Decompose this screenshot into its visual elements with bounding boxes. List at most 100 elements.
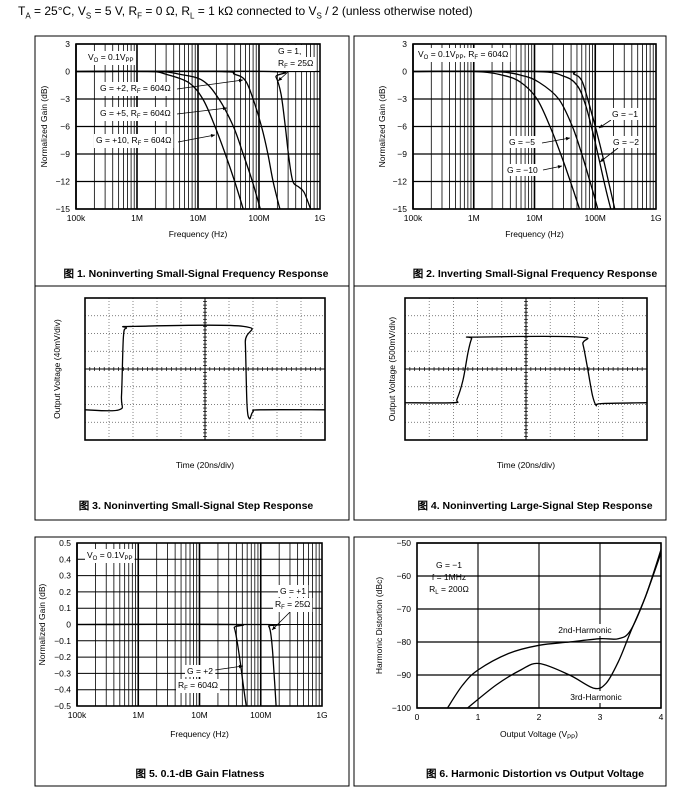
- y-tick-label: −3: [60, 94, 70, 104]
- y-tick-label: −12: [56, 177, 71, 187]
- y-tick-label: 0: [402, 67, 407, 77]
- x-axis-label: Output Voltage (VPP​): [500, 729, 578, 741]
- y-tick-label: −60: [397, 571, 412, 581]
- arrowhead-icon: [238, 78, 243, 83]
- series-line-1: [75, 70, 312, 210]
- y-axis-label: Normalized Gain (dB): [377, 85, 387, 167]
- chart-5: 100k 1M 10M 100M 1G 0.5 0.4 0.3 0.2 0.1 0 −0.1 −0.2 −…: [37, 538, 328, 739]
- y-tick-label: 0: [65, 67, 70, 77]
- y-tick-label: 0.2: [59, 587, 71, 597]
- figure-1-caption: 图 1. Noninverting Small-Signal Frequency…: [63, 268, 329, 280]
- series-line-3: [75, 70, 261, 210]
- arrowhead-icon: [272, 625, 277, 630]
- y-tick-label: −0.3: [54, 668, 71, 678]
- y-tick-label: −0.1: [54, 636, 71, 646]
- series-line-2: [75, 70, 281, 210]
- chart-6: 0 1 2 3 4 −50 −60 −70 −80 −90 −100 Output Voltage (…: [374, 538, 664, 741]
- x-tick-label: 10M: [191, 710, 208, 720]
- plot-frame: [84, 297, 326, 441]
- series-line-1: [446, 549, 662, 709]
- arrowhead-icon: [222, 106, 227, 111]
- figure-2-caption: 图 2. Inverting Small-Signal Frequency Re…: [412, 268, 658, 280]
- figure-6-caption: 图 6. Harmonic Distortion vs Output Volta…: [426, 768, 644, 780]
- figure-panel-border: [34, 285, 350, 521]
- leader-arrow: [214, 665, 244, 671]
- x-tick-label: 100M: [585, 213, 606, 223]
- annotation-background: [416, 48, 511, 62]
- chart-annotation: G = −1: [436, 560, 462, 570]
- chart-annotation: RF​ = 25Ω: [278, 58, 313, 70]
- y-axis-label: Output Voltage (40mV/div): [52, 319, 62, 419]
- leader-arrow: [271, 611, 291, 631]
- y-tick-label: 0.3: [59, 571, 71, 581]
- annotation-background: [276, 45, 304, 57]
- y-tick-label: 0.1: [59, 603, 71, 613]
- y-tick-label: −90: [397, 670, 412, 680]
- y-tick-label: −6: [397, 122, 407, 132]
- series-line-4: [75, 70, 244, 210]
- y-tick-label: −15: [393, 204, 408, 214]
- arrowhead-icon: [278, 76, 283, 81]
- annotation-background: [278, 585, 309, 597]
- x-tick-label: 1M: [131, 213, 143, 223]
- chart-annotation: G = −1: [612, 109, 638, 119]
- plot-frame: [404, 297, 648, 441]
- series-line-3: [412, 70, 599, 210]
- annotation-background: [98, 107, 173, 121]
- x-axis-label: Frequency (Hz): [170, 729, 229, 739]
- chart-annotation: VO​ = 0.1VPP​: [88, 52, 134, 64]
- leader-arrow: [176, 107, 228, 115]
- figure-panel-border: [34, 536, 350, 787]
- y-tick-label: 0.5: [59, 538, 71, 548]
- annotation-background: [98, 82, 173, 96]
- x-axis-label: Time (20ns/div): [176, 460, 234, 470]
- series-line-2: [412, 70, 612, 210]
- chart-annotation: G = −10: [507, 165, 538, 175]
- leader-arrow: [541, 137, 571, 144]
- y-tick-label: −12: [393, 177, 408, 187]
- chart-annotation: G = −2: [613, 137, 639, 147]
- x-tick-label: 100M: [248, 213, 269, 223]
- test-conditions-header: TA = 25°C, VS = 5 V, RF = 0 Ω, RL = 1 kΩ…: [18, 4, 473, 21]
- y-axis-label: Output Voltage (500mV/div): [387, 317, 397, 422]
- arrowhead-icon: [557, 165, 562, 169]
- chart-annotation: G = +2, RF​ = 604Ω: [100, 83, 171, 95]
- figure-3-caption: 图 3. Noninverting Small-Signal Step Resp…: [78, 500, 314, 512]
- series-line-1: [84, 324, 326, 420]
- annotation-background: [505, 164, 540, 176]
- y-tick-label: 3: [65, 39, 70, 49]
- chart-4: Time (20ns/div) Output Voltage (500mV/div…: [387, 297, 648, 470]
- figure-5-caption: 图 5. 0.1-dB Gain Flatness: [135, 768, 265, 780]
- annotation-background: [507, 136, 538, 148]
- annotation-background: [610, 108, 641, 120]
- x-tick-label: 3: [598, 712, 603, 722]
- x-axis-label: Frequency (Hz): [505, 229, 564, 239]
- series-line-2: [467, 552, 662, 709]
- x-tick-label: 10M: [190, 213, 207, 223]
- series-line-2: [76, 623, 282, 707]
- y-tick-label: −9: [60, 149, 70, 159]
- y-tick-label: −80: [397, 637, 412, 647]
- annotation-background: [85, 549, 135, 563]
- x-tick-label: 1: [476, 712, 481, 722]
- annotation-background: [273, 598, 313, 612]
- chart-annotation: RL​ = 200Ω: [429, 584, 469, 596]
- series-line-1: [76, 623, 247, 707]
- series-line-4: [412, 70, 581, 210]
- y-tick-label: −50: [397, 538, 412, 548]
- y-tick-label: −9: [397, 149, 407, 159]
- x-tick-label: 0: [415, 712, 420, 722]
- x-tick-label: 100k: [68, 710, 87, 720]
- chart-grid: [412, 43, 656, 210]
- x-tick-label: 100M: [250, 710, 271, 720]
- arrowhead-icon: [565, 136, 570, 141]
- figure-4-caption: 图 4. Noninverting Large-Signal Step Resp…: [417, 500, 653, 512]
- y-tick-label: 0: [66, 620, 71, 630]
- y-axis-label: Harmonic Distortion (dBc): [374, 577, 384, 674]
- annotation-background: [185, 665, 216, 677]
- x-tick-label: 1M: [468, 213, 480, 223]
- y-axis-label: Normalized Gain (dB): [39, 85, 49, 167]
- annotation-background: [94, 134, 174, 148]
- chart-annotation: 3rd-Harmonic: [570, 692, 622, 702]
